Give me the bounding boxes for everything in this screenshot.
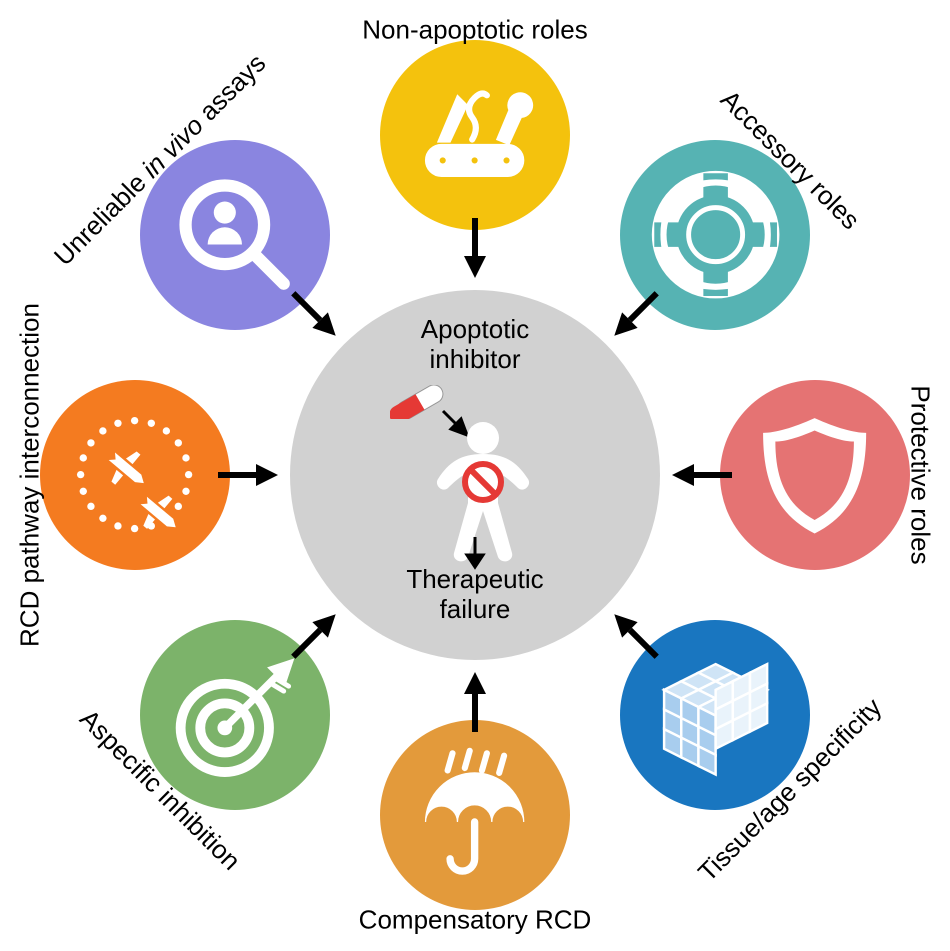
center-bottom-label: Therapeutic failure bbox=[345, 565, 605, 625]
node-rcd_pathway bbox=[40, 380, 230, 570]
unreliable-icon bbox=[161, 161, 308, 308]
center-bottom-line1: Therapeutic bbox=[406, 564, 543, 594]
label-non_apoptotic: Non-apoptotic roles bbox=[362, 15, 587, 46]
node-non_apoptotic bbox=[380, 40, 570, 230]
node-compensatory bbox=[380, 720, 570, 910]
center-top-line1: Apoptotic bbox=[421, 314, 529, 344]
label-protective: Protective roles bbox=[905, 385, 936, 564]
compensatory-icon bbox=[401, 741, 548, 888]
aspecific-icon bbox=[161, 642, 308, 789]
accessory-icon bbox=[642, 161, 789, 308]
center-top-line2: inhibitor bbox=[429, 344, 520, 374]
rcd_pathway-icon bbox=[61, 401, 208, 548]
center-bottom-line2: failure bbox=[440, 594, 511, 624]
non_apoptotic-icon bbox=[401, 61, 548, 208]
center-top-label: Apoptotic inhibitor bbox=[345, 315, 605, 375]
label-compensatory: Compensatory RCD bbox=[359, 905, 592, 936]
tissue_age-icon bbox=[642, 642, 789, 789]
protective-icon bbox=[741, 401, 888, 548]
node-protective bbox=[720, 380, 910, 570]
label-rcd_pathway: RCD pathway interconnection bbox=[15, 303, 46, 647]
